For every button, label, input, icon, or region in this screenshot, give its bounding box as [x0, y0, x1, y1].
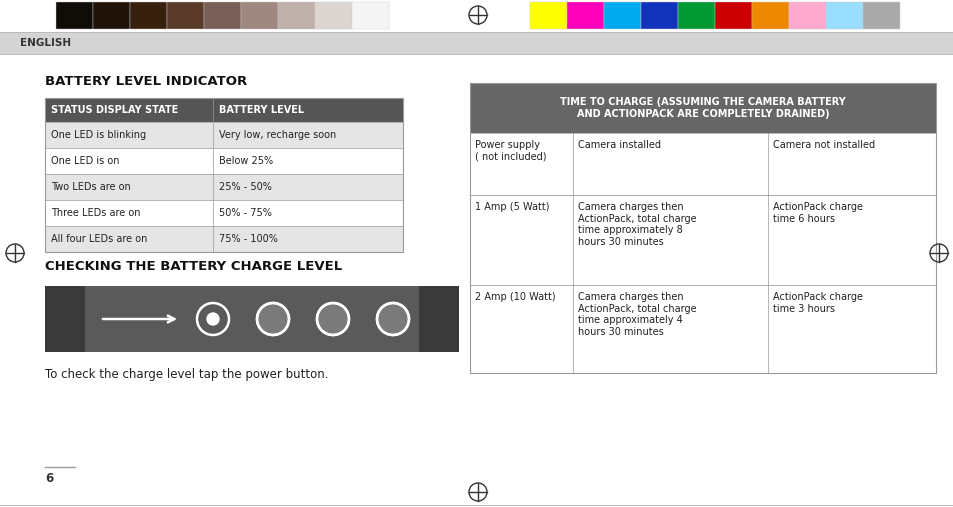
Bar	[92, 2, 130, 29]
Bar	[45, 122, 402, 148]
Text: Three LEDs are on: Three LEDs are on	[51, 208, 140, 218]
Text: To check the charge level tap the power button.: To check the charge level tap the power …	[45, 368, 328, 381]
Text: CHECKING THE BATTERY CHARGE LEVEL: CHECKING THE BATTERY CHARGE LEVEL	[45, 260, 342, 273]
Bar	[204, 2, 241, 29]
Text: BATTERY LEVEL INDICATOR: BATTERY LEVEL INDICATOR	[45, 75, 247, 88]
Bar	[470, 133, 935, 195]
Bar	[45, 200, 402, 226]
Bar	[470, 195, 935, 285]
Bar	[45, 148, 402, 174]
Text: ActionPack charge
time 6 hours: ActionPack charge time 6 hours	[772, 202, 862, 224]
Bar	[167, 2, 204, 29]
Text: Power supply
( not included): Power supply ( not included)	[475, 140, 546, 162]
Bar	[45, 286, 458, 352]
Text: One LED is on: One LED is on	[51, 156, 119, 166]
Circle shape	[257, 304, 288, 334]
Text: ENGLISH: ENGLISH	[20, 38, 71, 48]
Text: One LED is blinking: One LED is blinking	[51, 130, 146, 140]
Bar	[418, 286, 458, 352]
Text: Camera charges then
ActionPack, total charge
time approximately 8
hours 30 minut: Camera charges then ActionPack, total ch…	[578, 202, 696, 247]
Bar	[0, 32, 953, 54]
Bar	[470, 285, 935, 373]
Bar	[241, 2, 277, 29]
Text: 25% - 50%: 25% - 50%	[219, 182, 272, 192]
Bar	[825, 2, 862, 29]
Circle shape	[207, 313, 219, 325]
Bar	[714, 2, 751, 29]
Bar	[603, 2, 640, 29]
Text: Two LEDs are on: Two LEDs are on	[51, 182, 131, 192]
Text: TIME TO CHARGE (ASSUMING THE CAMERA BATTERY
AND ACTIONPACK ARE COMPLETELY DRAINE: TIME TO CHARGE (ASSUMING THE CAMERA BATT…	[559, 97, 845, 119]
Text: 75% - 100%: 75% - 100%	[219, 234, 277, 244]
Text: Camera installed: Camera installed	[578, 140, 660, 150]
Bar	[788, 2, 825, 29]
Text: Camera charges then
ActionPack, total charge
time approximately 4
hours 30 minut: Camera charges then ActionPack, total ch…	[578, 292, 696, 337]
Bar	[45, 98, 402, 252]
Bar	[45, 174, 402, 200]
Text: 6: 6	[45, 472, 53, 485]
Bar	[352, 2, 389, 29]
Text: STATUS DISPLAY STATE: STATUS DISPLAY STATE	[51, 105, 178, 115]
Text: ActionPack charge
time 3 hours: ActionPack charge time 3 hours	[772, 292, 862, 314]
Bar	[56, 2, 92, 29]
Bar	[530, 2, 566, 29]
Text: 2 Amp (10 Watt): 2 Amp (10 Watt)	[475, 292, 555, 302]
Text: 50% - 75%: 50% - 75%	[219, 208, 272, 218]
Text: 1 Amp (5 Watt): 1 Amp (5 Watt)	[475, 202, 549, 212]
Bar	[45, 286, 85, 352]
Bar	[678, 2, 714, 29]
Bar	[751, 2, 788, 29]
Bar	[45, 98, 402, 122]
Bar	[314, 2, 352, 29]
Bar	[862, 2, 899, 29]
Bar	[640, 2, 678, 29]
Bar	[470, 83, 935, 373]
Bar	[45, 226, 402, 252]
Bar	[130, 2, 167, 29]
Bar	[470, 83, 935, 133]
Bar	[566, 2, 603, 29]
Text: Very low, recharge soon: Very low, recharge soon	[219, 130, 335, 140]
Circle shape	[377, 304, 408, 334]
Circle shape	[317, 304, 348, 334]
Text: Camera not installed: Camera not installed	[772, 140, 874, 150]
Text: Below 25%: Below 25%	[219, 156, 273, 166]
Text: BATTERY LEVEL: BATTERY LEVEL	[219, 105, 304, 115]
Bar	[277, 2, 314, 29]
Text: All four LEDs are on: All four LEDs are on	[51, 234, 147, 244]
